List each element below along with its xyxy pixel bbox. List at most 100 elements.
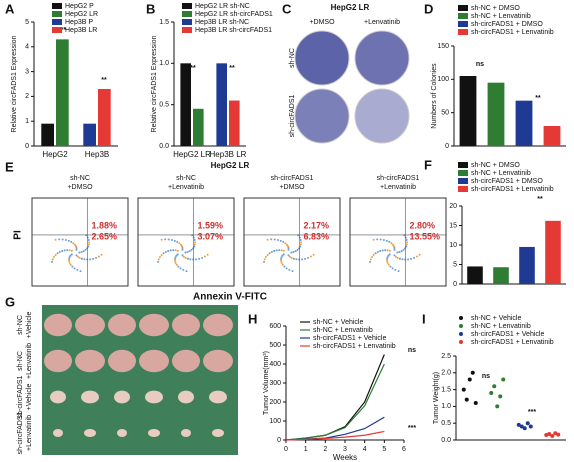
- legend-label: sh-NC + DMSO: [471, 5, 520, 12]
- tumor: [84, 429, 96, 437]
- y-tick-label: 200: [269, 399, 281, 406]
- y-tick-label: 3: [25, 68, 29, 75]
- colony-wells: [294, 30, 410, 144]
- y-tick-label: 5: [25, 19, 29, 26]
- tumor: [44, 349, 72, 373]
- bar: [56, 39, 69, 146]
- cell-dots: [174, 259, 177, 262]
- legend-label: sh-circFADS1 + Vehicle: [313, 335, 386, 342]
- y-tick-label: 1.0: [159, 60, 169, 67]
- quadrant-percentage: 1.88%: [92, 221, 118, 231]
- y-tick-label: 20: [449, 203, 457, 210]
- point: [492, 384, 497, 389]
- cell-dots: [398, 257, 401, 260]
- y-tick-label: 1.5: [159, 19, 169, 26]
- cell-dots: [189, 258, 192, 261]
- y-axis-label: Relative circFADS1 Expression: [11, 35, 18, 132]
- quadrant-percentage: 6.83%: [304, 232, 330, 242]
- cell-dots: [369, 258, 372, 261]
- panel-letter: A: [5, 1, 15, 16]
- point: [489, 390, 494, 395]
- cell-dots: [390, 242, 393, 245]
- cell-dots: [95, 256, 98, 259]
- y-tick-label: 4: [25, 44, 29, 51]
- legend-label: sh-NC + DMSO: [471, 162, 520, 169]
- panel-letter: D: [424, 1, 433, 16]
- tumor: [145, 390, 163, 404]
- row-label: +Lenvatinib: [26, 343, 33, 379]
- legend-swatch: [458, 170, 468, 176]
- cell-dots: [68, 249, 71, 252]
- y-tick-label: 400: [269, 361, 281, 368]
- cell-dots: [67, 239, 70, 242]
- legend-swatch: [458, 29, 468, 35]
- cell-dots: [180, 245, 183, 248]
- cell-dots: [393, 254, 396, 257]
- bar: [467, 266, 483, 284]
- cell-dots: [158, 256, 161, 259]
- bar: [41, 123, 54, 146]
- cell-dots: [418, 253, 421, 256]
- cell-dots: [273, 249, 276, 252]
- tumor: [139, 349, 169, 373]
- cell-dots: [294, 250, 297, 253]
- cell-dots: [279, 239, 282, 242]
- quadrant-percentage: 2.17%: [304, 221, 330, 231]
- cell-dots: [403, 234, 406, 237]
- cell-dots: [191, 234, 194, 237]
- panel-letter: C: [282, 1, 292, 16]
- cell-dots: [66, 249, 69, 252]
- cell-dots: [389, 265, 392, 268]
- y-tick-label: 50: [441, 110, 449, 117]
- cell-dots: [263, 260, 266, 263]
- legend-label: Hep3B LR: [65, 27, 97, 34]
- cell-dots: [54, 238, 57, 241]
- tumor: [209, 390, 227, 404]
- cell-dots: [167, 238, 170, 241]
- x-tick-label: 0: [284, 446, 288, 453]
- cell-dots: [78, 256, 81, 259]
- cell-dots: [181, 248, 184, 251]
- cell-dots: [69, 263, 72, 266]
- cell-dots: [174, 261, 177, 264]
- panel-letter: H: [248, 311, 257, 326]
- panel-title: HepG2 LR: [211, 161, 250, 170]
- cell-dots: [292, 251, 295, 254]
- cell-dots: [170, 239, 173, 242]
- row-label: sh-NC: [289, 48, 296, 68]
- legend-swatch: [182, 3, 192, 9]
- cell-dots: [70, 240, 73, 243]
- x-tick-label: 3: [343, 446, 347, 453]
- cell-dots: [304, 257, 307, 260]
- legend-swatch: [182, 11, 192, 17]
- cell-dots: [388, 249, 391, 252]
- cell-dots: [68, 256, 71, 259]
- quadrant-percentage: 2.65%: [92, 232, 118, 242]
- cell-dots: [393, 248, 396, 251]
- cell-dots: [75, 248, 78, 251]
- cell-dots: [68, 259, 71, 262]
- cell-dots: [51, 260, 54, 263]
- bar: [193, 108, 204, 146]
- x-tick-label: 4: [363, 446, 367, 453]
- cell-dots: [376, 238, 379, 241]
- cell-dots: [386, 259, 389, 262]
- cell-dots: [74, 245, 77, 248]
- panel-letter: B: [146, 1, 155, 16]
- cell-dots: [72, 242, 75, 245]
- legend-label: sh-circFADS1 + Lenvatinib: [471, 186, 554, 193]
- cell-dots: [369, 260, 372, 263]
- legend-label: sh-circFADS1 + Lenvatinib: [313, 343, 396, 350]
- legend-label: HepG2 LR: [65, 11, 98, 18]
- cell-dots: [379, 249, 382, 252]
- cell-dots: [56, 252, 59, 255]
- point: [498, 394, 503, 399]
- row-label: sh-NC: [17, 315, 24, 335]
- cell-dots: [84, 248, 87, 251]
- cell-dots: [290, 251, 293, 254]
- tumor: [212, 429, 224, 437]
- cell-dots: [391, 267, 394, 270]
- bar: [216, 63, 227, 147]
- cell-dots: [280, 258, 283, 261]
- cell-dots: [75, 247, 78, 250]
